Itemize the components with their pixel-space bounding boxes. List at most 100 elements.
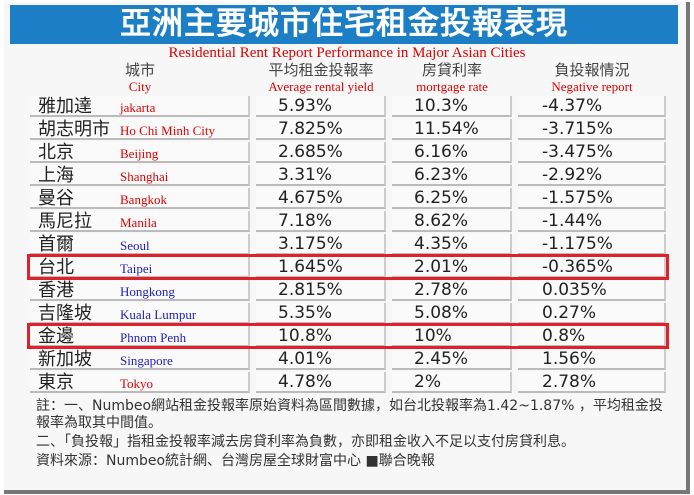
- page-title: 亞洲主要城市住宅租金投報表現: [10, 5, 678, 44]
- column-header: 平均租金投報率: [268, 61, 374, 79]
- yield-cell: 7.825%: [256, 119, 386, 140]
- table-row: 吉隆坡 Kuala Lumpur 5.35% 5.08% 0.27%: [30, 303, 666, 326]
- yield-cell: 3.31%: [256, 165, 386, 186]
- negative-cell: -0.365%: [518, 257, 666, 278]
- table-row: 馬尼拉 Manila 7.18% 8.62% -1.44%: [30, 211, 666, 234]
- city-cell: 上海 Shanghai: [30, 165, 250, 186]
- city-name: 雅加達: [38, 96, 92, 117]
- table-row: 北京 Beijing 2.685% 6.16% -3.475%: [30, 142, 666, 165]
- mortgage-cell: 6.16%: [392, 142, 512, 163]
- city-english-label: Bangkok: [120, 192, 167, 207]
- column-header: 負投報情況: [554, 61, 630, 79]
- negative-cell: 2.78%: [518, 372, 666, 393]
- mortgage-cell: 6.23%: [392, 165, 512, 186]
- city-name: 台北: [38, 257, 74, 278]
- city-english-label: Phnom Penh: [120, 330, 187, 345]
- table-row: 雅加達 jakarta 5.93% 10.3% -4.37%: [30, 96, 666, 119]
- city-name: 馬尼拉: [38, 211, 92, 232]
- negative-cell: -4.37%: [518, 96, 666, 117]
- city-name: 金邊: [38, 326, 74, 347]
- city-cell: 胡志明市 Ho Chi Minh City: [30, 119, 250, 140]
- city-cell: 北京 Beijing: [30, 142, 250, 163]
- yield-cell: 4.675%: [256, 188, 386, 209]
- mortgage-cell: 6.25%: [392, 188, 512, 209]
- column-header-english: Negative report: [551, 79, 633, 94]
- city-cell: 東京 Tokyo: [30, 372, 250, 393]
- note-1: 註：一、Numbeo網站租金投報率原始資料為區間數據，如台北投報率為1.42~1…: [36, 398, 663, 431]
- table-row: 胡志明市 Ho Chi Minh City 7.825% 11.54% -3.71…: [30, 119, 666, 142]
- city-english-label: Tokyo: [120, 376, 154, 391]
- yield-cell: 7.18%: [256, 211, 386, 232]
- negative-cell: -3.715%: [518, 119, 666, 140]
- city-name: 曼谷: [38, 188, 74, 209]
- city-cell: 吉隆坡 Kuala Lumpur: [30, 303, 250, 324]
- city-cell: 雅加達 jakarta: [30, 96, 250, 117]
- negative-cell: -2.92%: [518, 165, 666, 186]
- source-note: 資料來源：Numbeo統計網、台灣房屋全球財富中心 ■聯合晚報: [36, 453, 435, 469]
- column-header: 城市: [124, 61, 156, 79]
- mortgage-cell: 10.3%: [392, 96, 512, 117]
- city-english-label: Manila: [120, 215, 157, 230]
- negative-cell: -1.175%: [518, 234, 666, 255]
- table-row: 上海 Shanghai 3.31% 6.23% -2.92%: [30, 165, 666, 188]
- city-cell: 新加坡 Singapore: [30, 349, 250, 370]
- city-english-label: Taipei: [120, 261, 153, 276]
- negative-cell: -1.575%: [518, 188, 666, 209]
- mortgage-cell: 2.78%: [392, 280, 512, 301]
- mortgage-cell: 4.35%: [392, 234, 512, 255]
- yield-cell: 5.93%: [256, 96, 386, 117]
- city-english-label: Seoul: [120, 238, 150, 253]
- column-header-english: mortgage rate: [416, 79, 488, 94]
- city-cell: 台北 Taipei: [30, 257, 250, 278]
- city-cell: 首爾 Seoul: [30, 234, 250, 255]
- city-name: 上海: [38, 165, 74, 186]
- table-row: 首爾 Seoul 3.175% 4.35% -1.175%: [30, 234, 666, 257]
- negative-cell: 1.56%: [518, 349, 666, 370]
- city-english-label: Ho Chi Minh City: [120, 123, 215, 138]
- yield-cell: 4.78%: [256, 372, 386, 393]
- footnotes: 註：一、Numbeo網站租金投報率原始資料為區間數據，如台北投報率為1.42~1…: [36, 398, 668, 472]
- city-name: 胡志明市: [38, 119, 110, 140]
- table-row: 台北 Taipei 1.645% 2.01% -0.365%: [30, 257, 666, 280]
- yield-cell: 2.685%: [256, 142, 386, 163]
- mortgage-cell: 11.54%: [392, 119, 512, 140]
- table-row: 曼谷 Bangkok 4.675% 6.25% -1.575%: [30, 188, 666, 211]
- city-english-label: Hongkong: [120, 284, 175, 299]
- column-header-english: City: [128, 79, 152, 94]
- column-header: 房貸利率: [421, 61, 483, 79]
- city-cell: 曼谷 Bangkok: [30, 188, 250, 209]
- yield-cell: 10.8%: [256, 326, 386, 347]
- city-cell: 金邊 Phnom Penh: [30, 326, 250, 347]
- city-cell: 馬尼拉 Manila: [30, 211, 250, 232]
- city-english-label: jakarta: [120, 100, 156, 115]
- negative-cell: -3.475%: [518, 142, 666, 163]
- yield-cell: 5.35%: [256, 303, 386, 324]
- city-name: 東京: [38, 372, 74, 393]
- mortgage-cell: 8.62%: [392, 211, 512, 232]
- table-row: 新加坡 Singapore 4.01% 2.45% 1.56%: [30, 349, 666, 372]
- yield-cell: 2.815%: [256, 280, 386, 301]
- city-english-label: Beijing: [120, 146, 159, 161]
- table-row: 金邊 Phnom Penh 10.8% 10% 0.8%: [30, 326, 666, 349]
- column-header-english: Average rental yield: [268, 79, 374, 94]
- city-name: 新加坡: [38, 349, 92, 370]
- negative-cell: -1.44%: [518, 211, 666, 232]
- mortgage-cell: 5.08%: [392, 303, 512, 324]
- mortgage-cell: 2%: [392, 372, 512, 393]
- negative-cell: 0.27%: [518, 303, 666, 324]
- city-english-label: Kuala Lumpur: [120, 307, 197, 322]
- negative-cell: 0.035%: [518, 280, 666, 301]
- city-name: 首爾: [38, 234, 74, 255]
- yield-cell: 4.01%: [256, 349, 386, 370]
- title-english: Residential Rent Report Performance in M…: [168, 45, 526, 61]
- city-english-label: Shanghai: [120, 169, 169, 184]
- negative-cell: 0.8%: [518, 326, 666, 347]
- mortgage-cell: 10%: [392, 326, 512, 347]
- city-english-label: Singapore: [120, 353, 173, 368]
- table-row: 香港 Hongkong 2.815% 2.78% 0.035%: [30, 280, 666, 303]
- city-cell: 香港 Hongkong: [30, 280, 250, 301]
- note-2: 二、「負投報」指租金投報率減去房貸利率為負數，亦即租金收入不足以支付房貸利息。: [36, 434, 575, 450]
- table-row: 東京 Tokyo 4.78% 2% 2.78%: [30, 372, 666, 395]
- city-name: 北京: [38, 142, 74, 163]
- city-name: 香港: [38, 280, 74, 301]
